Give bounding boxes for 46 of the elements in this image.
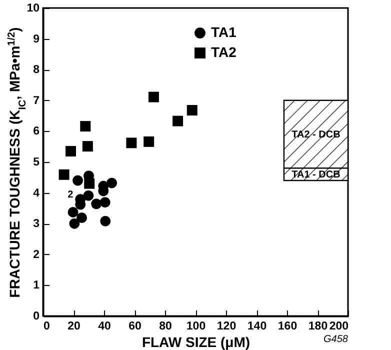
x-tick-label: 0 bbox=[44, 320, 50, 332]
text: G458 bbox=[324, 334, 348, 345]
x-tick-label: 140 bbox=[247, 320, 267, 332]
x-tick-label: 160 bbox=[278, 320, 298, 332]
point bbox=[100, 197, 110, 208]
point bbox=[126, 138, 137, 148]
point bbox=[186, 105, 198, 116]
y-tick-label: 4 bbox=[33, 187, 40, 200]
x-tick-label: 180 bbox=[308, 320, 328, 332]
point bbox=[80, 121, 91, 132]
point bbox=[83, 190, 94, 201]
x-axis-title: FLAW SIZE (μM) bbox=[142, 334, 250, 350]
y-tick-label: 6 bbox=[33, 126, 40, 138]
legend-label: TA1 bbox=[211, 24, 237, 40]
x-tick-label: 40 bbox=[98, 320, 111, 332]
y-tick-label: 1 bbox=[33, 280, 40, 292]
point bbox=[91, 198, 102, 210]
point bbox=[106, 178, 118, 188]
point bbox=[172, 116, 184, 126]
point bbox=[100, 216, 111, 226]
point bbox=[148, 92, 159, 102]
y-tick-label: 5 bbox=[33, 156, 40, 168]
y-tick-label: 2 bbox=[33, 248, 40, 261]
y-tick-label: 3 bbox=[33, 218, 40, 230]
point bbox=[84, 178, 95, 189]
y-tick-label: 9 bbox=[33, 33, 40, 46]
point bbox=[144, 136, 154, 147]
point bbox=[72, 175, 84, 186]
point bbox=[69, 218, 80, 229]
point bbox=[68, 206, 78, 218]
legend-label: TA2 bbox=[211, 44, 237, 60]
point bbox=[76, 212, 87, 223]
x-tick-label: 60 bbox=[128, 320, 142, 332]
x-tick-label: 100 bbox=[186, 320, 206, 332]
x-tick-label: 80 bbox=[159, 320, 172, 332]
y-tick-label: 7 bbox=[33, 94, 40, 107]
annotation: 2 bbox=[68, 189, 74, 200]
y-tick-label: 10 bbox=[26, 2, 40, 14]
x-tick-label: 120 bbox=[216, 320, 236, 332]
y-tick-label: 8 bbox=[33, 64, 40, 76]
point bbox=[58, 169, 70, 180]
x-tick-label: 200 bbox=[329, 320, 348, 332]
point bbox=[66, 146, 76, 156]
x-tick-label: 20 bbox=[68, 320, 80, 332]
y-tick-label: 0 bbox=[33, 310, 40, 322]
point bbox=[82, 141, 93, 152]
